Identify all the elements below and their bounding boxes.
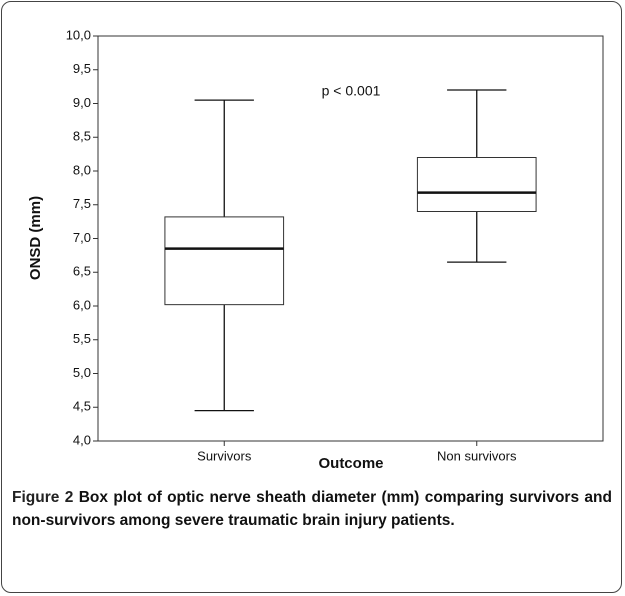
box	[416, 157, 537, 212]
annotation: p < 0.001	[322, 83, 381, 99]
chart: p < 0.001 Outcome ONSD (mm) 4,0 4,5 5,0 5,5…	[27, 27, 604, 472]
y-tick-label: 5,0	[73, 365, 91, 380]
y-tick-label: 6,0	[73, 297, 91, 312]
y-tick-label: 7,0	[73, 230, 91, 245]
x-axis-label: Outcome	[318, 455, 383, 472]
x-tick-label: Non survivors	[437, 448, 517, 463]
y-tick-label: 10,0	[66, 27, 91, 42]
y-tick-label: 5,5	[73, 331, 91, 346]
y-tick-label: 9,5	[73, 61, 91, 76]
box	[164, 216, 285, 306]
y-tick-label: 7,5	[73, 196, 91, 211]
caption-text: Box plot of optic nerve sheath diameter …	[12, 489, 612, 529]
caption-label: Figure 2	[12, 489, 74, 506]
y-tick-label: 8,0	[73, 162, 91, 177]
y-tick-label: 9,0	[73, 95, 91, 110]
y-tick-label: 8,5	[73, 129, 91, 144]
y-tick-label: 6,5	[73, 264, 91, 279]
y-tick-label: 4,5	[73, 399, 91, 414]
y-tick-label: 4,0	[73, 432, 91, 447]
caption: Figure 2 Box plot of optic nerve sheath …	[12, 486, 612, 532]
y-axis-label: ONSD (mm)	[27, 196, 44, 280]
x-tick-label: Survivors	[197, 448, 252, 463]
